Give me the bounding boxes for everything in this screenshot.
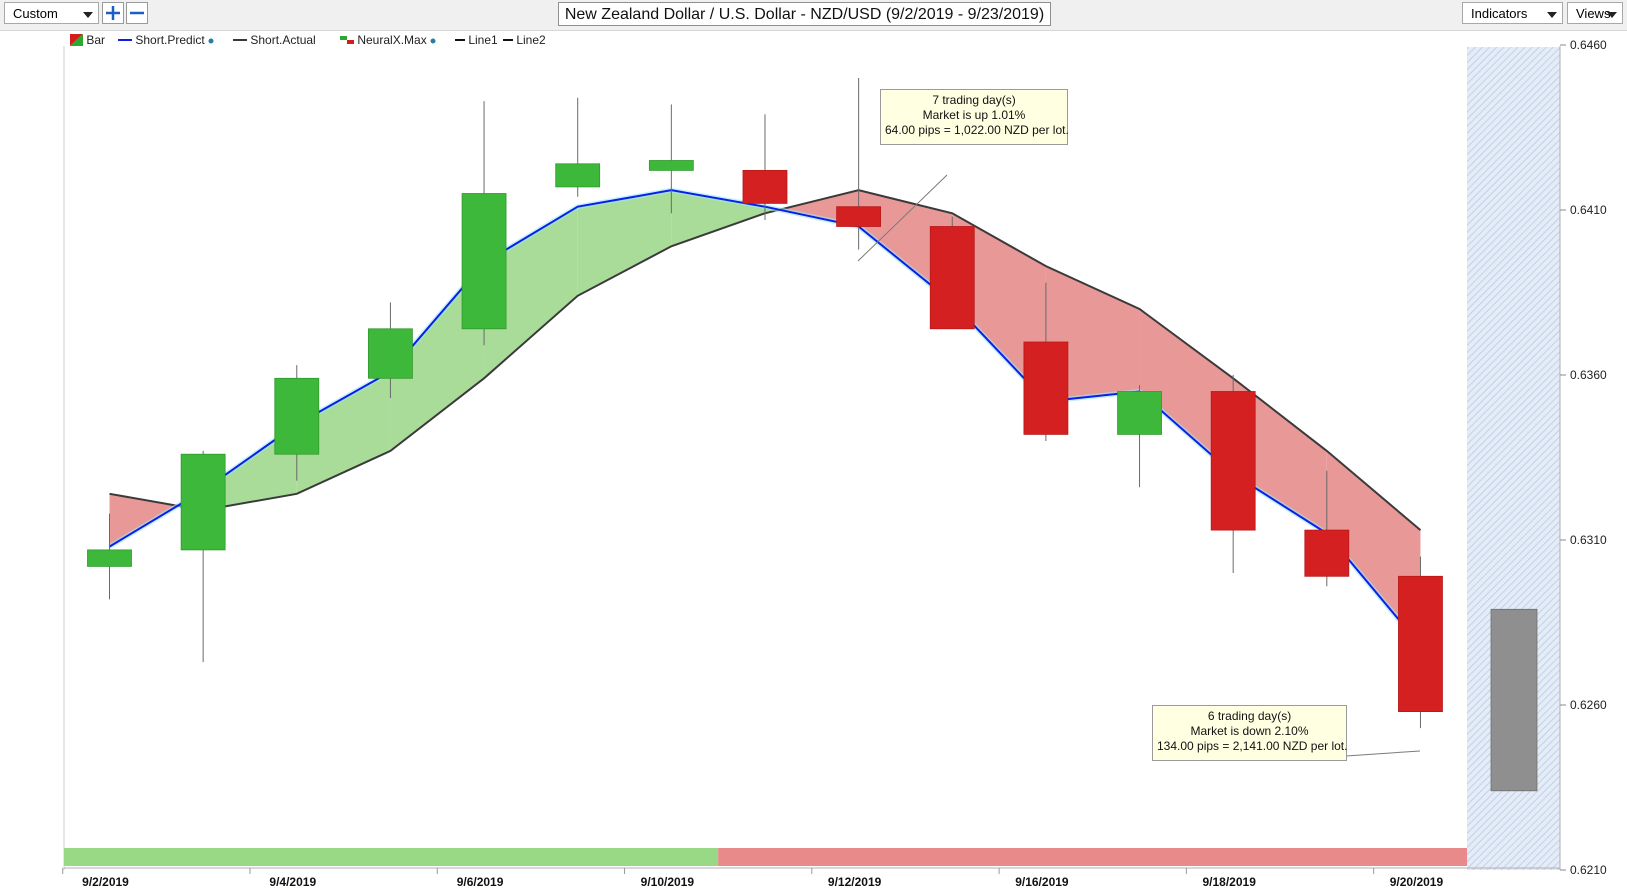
chevron-down-icon xyxy=(83,12,93,18)
price-chart[interactable]: 0.6460 0.6410 0.6360 0.6310 0.6260 0.6210 9/2… xyxy=(0,30,1627,896)
candle-body xyxy=(368,328,413,379)
candle-body xyxy=(1398,575,1443,712)
line-legend-icon xyxy=(503,39,513,41)
spread-fill xyxy=(109,190,1421,646)
toolbar: Custom New Zealand Dollar / U.S. Dollar … xyxy=(0,0,1627,31)
candle-body xyxy=(648,160,694,171)
candle-body xyxy=(1304,529,1350,577)
spread-segment xyxy=(109,493,178,547)
legend-label: Bar xyxy=(86,33,106,47)
spread-segment xyxy=(296,371,391,494)
x-tick-label: 9/4/2019 xyxy=(269,875,316,889)
minus-icon xyxy=(130,11,144,15)
y-tick-label: 0.6460 xyxy=(1570,38,1607,52)
candle-body xyxy=(836,206,882,227)
zoom-in-button[interactable] xyxy=(102,2,124,24)
y-tick-label: 0.6210 xyxy=(1570,863,1607,877)
candle-body xyxy=(87,549,132,567)
candle-body xyxy=(1023,341,1069,435)
annotation-leader-line xyxy=(857,174,948,262)
x-tick-label: 9/20/2019 xyxy=(1390,875,1444,889)
annotation-line: 7 trading day(s) xyxy=(932,93,1016,107)
annotation-up: 7 trading day(s) Market is up 1.01% 64.0… xyxy=(880,89,1069,145)
x-tick-label: 9/16/2019 xyxy=(1015,875,1069,889)
annotation-leader-line xyxy=(1345,750,1421,757)
spread-segment xyxy=(952,213,1046,402)
line-legend-icon xyxy=(118,39,132,41)
y-axis: 0.6460 0.6410 0.6360 0.6310 0.6260 0.6210 xyxy=(1559,38,1607,877)
trend-strip-segment xyxy=(64,848,719,866)
x-axis: 9/2/2019 9/4/2019 9/6/2019 9/10/2019 9/12/20… xyxy=(62,867,1560,889)
y-tick-label: 0.6260 xyxy=(1570,698,1607,712)
forecast-range-bar xyxy=(1490,608,1538,792)
legend-label: Short.Predict xyxy=(135,33,205,47)
chart-title: New Zealand Dollar / U.S. Dollar - NZD/U… xyxy=(558,2,1051,26)
annotation-line: Market is up 1.01% xyxy=(922,108,1026,122)
candle-body xyxy=(742,169,788,204)
forecast-bar xyxy=(1490,608,1538,792)
preset-value: Custom xyxy=(13,6,58,21)
y-tick-label: 0.6410 xyxy=(1570,203,1607,217)
legend-item-short-actual[interactable]: Short.Actual xyxy=(233,33,316,47)
y-tick-label: 0.6360 xyxy=(1570,368,1607,382)
candle-body xyxy=(461,193,507,330)
x-tick-label: 9/18/2019 xyxy=(1202,875,1256,889)
flag-legend-icon xyxy=(340,36,354,44)
candle-body xyxy=(1117,391,1162,435)
annotation-leaders xyxy=(857,174,1421,757)
indicators-label: Indicators xyxy=(1471,6,1528,21)
candle-body xyxy=(555,163,601,188)
legend-item-neuralx-max[interactable]: NeuralX.Max xyxy=(340,33,436,47)
spread-segment xyxy=(1233,378,1327,534)
legend-item-line1[interactable]: Line1 xyxy=(455,33,498,47)
views-label: Views xyxy=(1576,6,1611,21)
spread-segment xyxy=(577,190,672,296)
x-tick-label: 9/12/2019 xyxy=(828,875,882,889)
legend-label: NeuralX.Max xyxy=(357,33,427,47)
line-legend-icon xyxy=(233,39,247,41)
line-legend-icon xyxy=(455,39,465,41)
dot-icon xyxy=(430,38,436,44)
candles xyxy=(87,78,1443,729)
legend-item-line2[interactable]: Line2 xyxy=(503,33,546,47)
legend-item-short-predict[interactable]: Short.Predict xyxy=(118,33,214,47)
trend-strip-segment xyxy=(718,848,1467,866)
spread-segment xyxy=(1139,309,1234,474)
spread-segment xyxy=(1326,450,1421,646)
plus-icon xyxy=(106,6,120,20)
candle-body xyxy=(1210,391,1256,531)
bar-legend-icon xyxy=(70,34,83,46)
x-tick-label: 9/2/2019 xyxy=(82,875,129,889)
legend-item-bar[interactable]: Bar xyxy=(70,33,105,47)
trend-strip xyxy=(64,848,1467,866)
legend-label: Line1 xyxy=(468,33,498,47)
views-dropdown[interactable]: Views xyxy=(1567,2,1623,24)
preset-select[interactable]: Custom xyxy=(4,2,99,24)
candle-body xyxy=(274,377,320,455)
x-tick-label: 9/10/2019 xyxy=(641,875,695,889)
chevron-down-icon xyxy=(1607,12,1617,18)
spread-segment xyxy=(203,424,297,511)
indicators-dropdown[interactable]: Indicators xyxy=(1462,2,1563,24)
annotation-line: 134.00 pips = 2,141.00 NZD per lot. xyxy=(1157,739,1348,753)
legend-label: Line2 xyxy=(516,33,546,47)
chevron-down-icon xyxy=(1547,12,1557,18)
dot-icon xyxy=(208,38,214,44)
spread-segment xyxy=(1045,266,1140,402)
candle-body xyxy=(929,226,975,330)
x-tick-label: 9/6/2019 xyxy=(457,875,504,889)
legend-label: Short.Actual xyxy=(250,33,316,47)
y-tick-label: 0.6310 xyxy=(1570,533,1607,547)
zoom-out-button[interactable] xyxy=(126,2,148,24)
spread-segment xyxy=(390,262,485,451)
annotation-line: Market is down 2.10% xyxy=(1190,724,1309,738)
annotation-down: 6 trading day(s) Market is down 2.10% 13… xyxy=(1152,705,1347,761)
spread-segment xyxy=(858,190,953,303)
candle-body xyxy=(180,453,226,551)
annotation-line: 6 trading day(s) xyxy=(1207,709,1292,723)
annotation-line: 64.00 pips = 1,022.00 NZD per lot. xyxy=(885,123,1069,137)
